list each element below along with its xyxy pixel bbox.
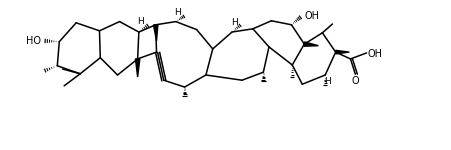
Text: H: H [137, 17, 144, 26]
Text: H: H [174, 8, 181, 17]
Polygon shape [153, 25, 157, 41]
Polygon shape [335, 50, 349, 54]
Text: O: O [351, 76, 359, 86]
Text: HO: HO [26, 36, 41, 46]
Text: H: H [323, 77, 330, 86]
Polygon shape [304, 42, 318, 46]
Text: OH: OH [367, 49, 382, 59]
Text: OH: OH [304, 11, 318, 21]
Text: H: H [230, 18, 237, 27]
Polygon shape [135, 59, 139, 77]
